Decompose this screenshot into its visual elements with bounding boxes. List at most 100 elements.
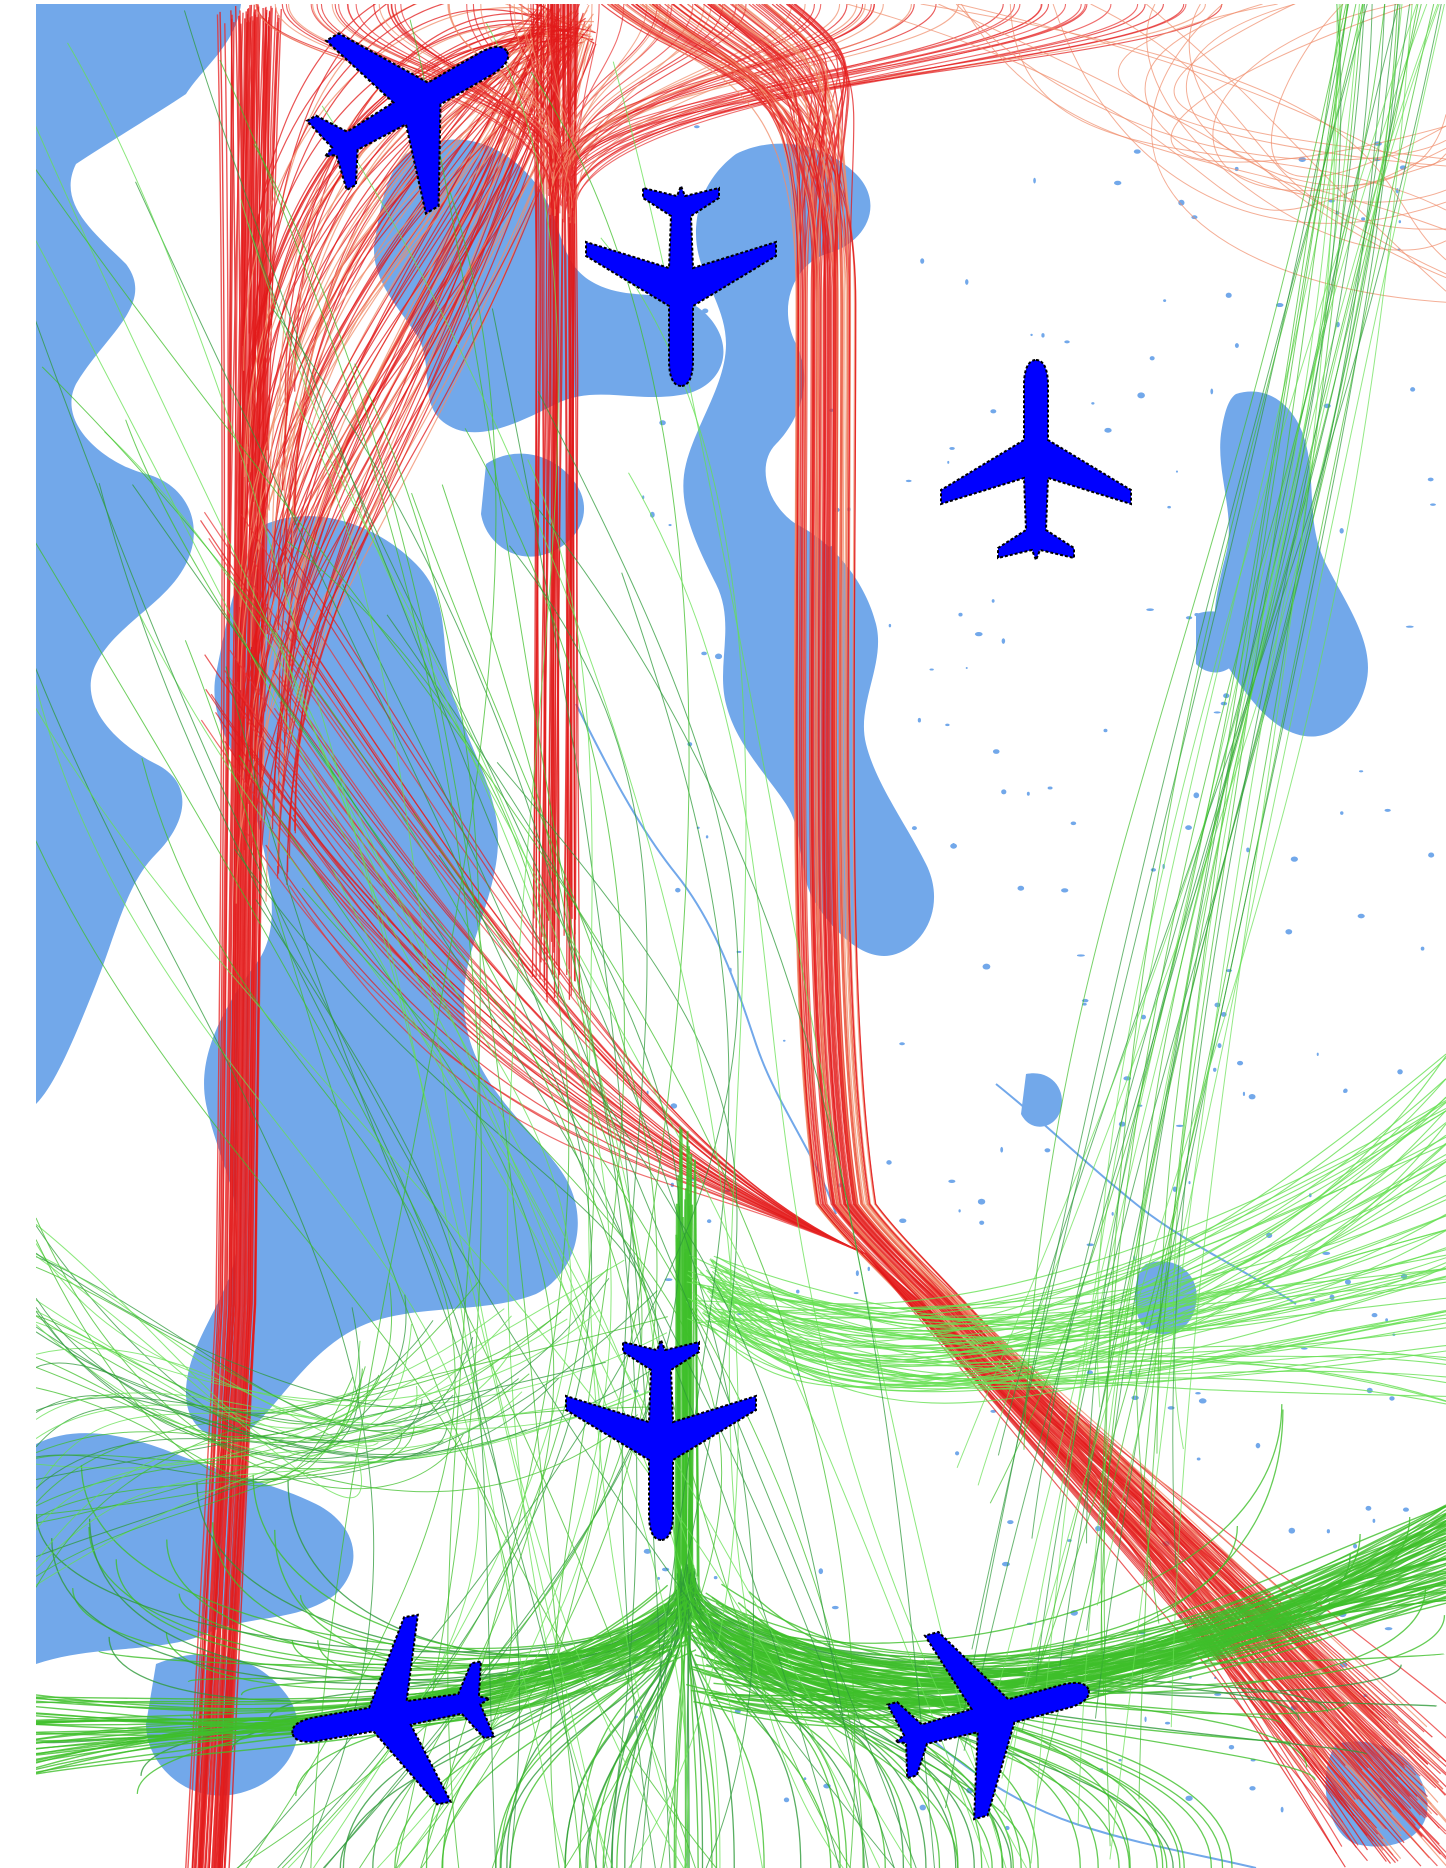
departure-track	[690, 1299, 1446, 1390]
departure-track	[225, 666, 598, 1868]
departure-track	[132, 484, 895, 1868]
departure-track	[491, 308, 671, 1868]
arrival-track	[239, 13, 594, 608]
departure-track	[36, 667, 375, 1868]
arrival-track	[240, 513, 1446, 1832]
departure-track	[237, 391, 739, 1868]
pond	[1114, 180, 1122, 186]
departure-track	[36, 1428, 448, 1489]
pond	[899, 1218, 907, 1224]
departure-track	[714, 1514, 1446, 1676]
departure-track	[694, 1524, 1446, 1683]
departure-track	[36, 542, 696, 1868]
pond	[803, 1777, 807, 1781]
airplane-icon	[585, 183, 777, 388]
departure-track	[1059, 4, 1411, 1668]
departure-track	[693, 1571, 1446, 1674]
departure-track	[944, 4, 1368, 1809]
departure-track	[184, 640, 717, 1868]
pond	[1246, 847, 1250, 853]
departure-track	[711, 1161, 1446, 1340]
arrival-track	[248, 4, 541, 334]
departure-track	[281, 484, 595, 1868]
arrival-track	[559, 4, 1164, 188]
pond	[760, 717, 767, 721]
arrival-track	[1144, 4, 1446, 203]
departure-track	[691, 1215, 1446, 1326]
departure-track	[238, 755, 555, 1868]
pond	[1395, 187, 1399, 194]
pond	[1007, 1520, 1014, 1525]
pond	[725, 419, 729, 422]
departure-track	[36, 1347, 379, 1447]
pond	[1343, 1089, 1347, 1094]
pond	[1086, 1243, 1094, 1247]
pond	[1164, 1721, 1171, 1725]
pond	[947, 460, 950, 464]
arrival-track	[1270, 4, 1446, 178]
departure-tracks-layer	[36, 4, 1446, 1868]
pond	[831, 1605, 839, 1610]
pond	[1357, 913, 1365, 919]
pond	[783, 1797, 790, 1803]
departure-track	[1096, 4, 1445, 1606]
arrival-track	[198, 11, 247, 1868]
arrival-track	[710, 4, 1368, 1851]
pond	[1358, 770, 1364, 773]
departure-track	[710, 1101, 1446, 1315]
arrival-track	[1151, 4, 1446, 303]
pond	[1371, 1312, 1378, 1318]
departure-track	[36, 1252, 434, 1408]
pond	[713, 1576, 718, 1580]
pond	[729, 967, 732, 974]
departure-track	[277, 584, 593, 1868]
pond	[698, 310, 702, 313]
pond	[1214, 1693, 1222, 1696]
pond	[1000, 1146, 1004, 1153]
river	[995, 1083, 1297, 1305]
departure-track	[1077, 4, 1341, 1826]
departure-track	[1100, 4, 1386, 1696]
airplane-icon	[565, 1337, 757, 1542]
arrival-track	[273, 707, 1417, 1776]
pond	[1322, 1251, 1331, 1255]
departure-track	[36, 707, 881, 1868]
arrival-track	[259, 36, 586, 821]
departure-track	[600, 237, 844, 1868]
arrival-track	[284, 620, 1446, 1768]
arrival-track	[549, 4, 858, 203]
pond	[1243, 598, 1246, 602]
departure-track	[706, 1229, 1446, 1349]
pond	[1397, 1069, 1403, 1075]
pond	[1398, 220, 1402, 224]
pond	[1372, 1518, 1376, 1523]
departure-track	[710, 1153, 1446, 1354]
departure-track	[36, 320, 895, 1868]
pond	[1185, 825, 1192, 830]
pond	[919, 1804, 927, 1811]
pond	[1385, 1318, 1389, 1322]
arrival-track	[191, 11, 226, 1868]
departure-track	[438, 854, 869, 1868]
pond	[862, 822, 870, 828]
departure-track	[699, 1055, 1446, 1341]
water-body	[288, 1076, 402, 1194]
pond	[782, 1039, 786, 1042]
arrival-track	[287, 24, 591, 530]
arrival-track	[284, 16, 564, 733]
departure-track	[36, 1280, 480, 1454]
departure-track	[687, 1143, 1446, 1380]
departure-track	[1172, 4, 1373, 1573]
pond	[1104, 427, 1112, 433]
pond	[1210, 388, 1214, 395]
departure-track	[36, 1441, 444, 1516]
departure-track	[721, 1517, 1446, 1667]
departure-track	[721, 1311, 1446, 1404]
departure-track	[689, 1102, 1446, 1320]
pond	[1220, 701, 1228, 706]
arrival-track	[268, 26, 543, 624]
pond	[888, 623, 892, 628]
pond	[1285, 929, 1293, 935]
arrival-track	[203, 511, 1418, 1801]
departure-track	[1138, 4, 1349, 1800]
